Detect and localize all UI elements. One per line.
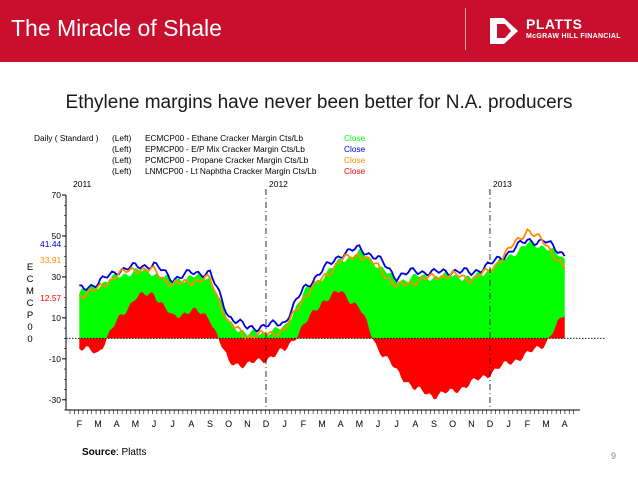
y-axis-title-char: P xyxy=(27,310,33,321)
y-tick-label: -10 xyxy=(49,354,62,364)
month-label: N xyxy=(468,419,475,429)
legend-frequency: Daily ( Standard ) xyxy=(34,133,99,143)
month-label: O xyxy=(449,419,456,429)
page-number: 9 xyxy=(611,451,616,461)
month-label: F xyxy=(525,419,531,429)
y-axis-title-char: 0 xyxy=(27,322,32,333)
year-label: 2013 xyxy=(493,179,512,189)
month-label: F xyxy=(301,419,307,429)
month-label: M xyxy=(356,419,364,429)
y-tick-label: 10 xyxy=(52,313,62,323)
y-axis-title-char: E xyxy=(27,262,33,273)
month-label: J xyxy=(152,419,157,429)
source-note: Source: Platts xyxy=(82,447,146,458)
year-label: 2011 xyxy=(73,179,92,189)
last-value-label: 33.91 xyxy=(40,255,62,265)
legend-axis: (Left) xyxy=(112,133,132,143)
month-label: A xyxy=(188,419,194,429)
legend-series: EPMCP00 - E/P Mix Cracker Margin Cts/Lb xyxy=(145,144,305,154)
legend-field: Close xyxy=(344,133,366,143)
month-label: O xyxy=(225,419,232,429)
legend-field: Close xyxy=(344,166,366,176)
last-value-label: 12.57 xyxy=(40,293,62,303)
month-label: J xyxy=(376,419,381,429)
month-label: M xyxy=(94,419,102,429)
y-axis-title-char: M xyxy=(26,286,34,297)
month-label: A xyxy=(562,419,568,429)
legend-axis: (Left) xyxy=(112,144,132,154)
month-label: S xyxy=(431,419,437,429)
legend-field: Close xyxy=(344,144,366,154)
year-label: 2012 xyxy=(269,179,288,189)
legend-series: ECMCP00 - Ethane Cracker Margin Cts/Lb xyxy=(145,133,304,143)
y-axis-title-char: C xyxy=(27,298,34,309)
legend-series: LNMCP00 - Lt Naphtha Cracker Margin Cts/… xyxy=(145,166,317,176)
legend-field: Close xyxy=(344,155,366,165)
y-tick-label: 30 xyxy=(52,272,62,282)
month-label: S xyxy=(207,419,213,429)
legend-axis: (Left) xyxy=(112,166,132,176)
source-label: Source xyxy=(82,447,116,458)
y-tick-label: 70 xyxy=(52,190,62,200)
last-value-label: 41.44 xyxy=(40,239,62,249)
month-label: A xyxy=(412,419,418,429)
month-label: A xyxy=(114,419,120,429)
month-label: D xyxy=(487,419,494,429)
month-label: J xyxy=(394,419,399,429)
month-label: D xyxy=(263,419,270,429)
month-label: J xyxy=(282,419,287,429)
month-label: N xyxy=(244,419,251,429)
legend-series: PCMCP00 - Propane Cracker Margin Cts/Lb xyxy=(145,155,309,165)
month-label: J xyxy=(170,419,175,429)
legend-axis: (Left) xyxy=(112,155,132,165)
month-label: M xyxy=(132,419,140,429)
month-label: M xyxy=(542,419,550,429)
source-value: : Platts xyxy=(116,447,147,458)
month-label: M xyxy=(318,419,326,429)
month-label: A xyxy=(338,419,344,429)
month-label: F xyxy=(77,419,83,429)
y-axis-title-char: 0 xyxy=(27,334,32,345)
month-label: J xyxy=(506,419,511,429)
y-tick-label: -30 xyxy=(49,395,62,405)
y-axis-title-char: C xyxy=(27,274,34,285)
